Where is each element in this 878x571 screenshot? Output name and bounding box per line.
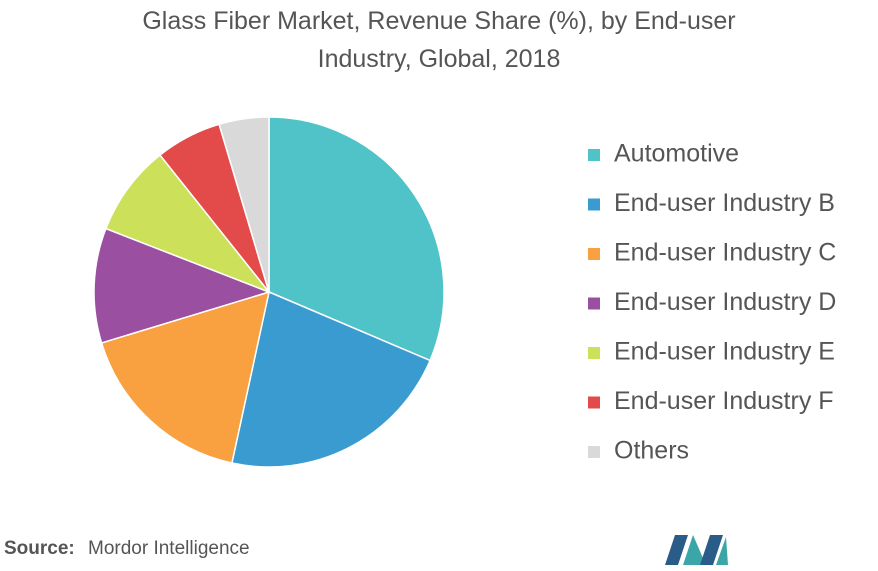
- pie-slice: [218, 116, 270, 293]
- source: Mordor Intelligence: [88, 538, 250, 559]
- chart-title: Glass Fiber Market, Revenue Share (%), b…: [142, 7, 735, 73]
- pie-slice: [93, 227, 272, 344]
- pie-slice: [104, 154, 272, 294]
- legend-label: End-user Industry C: [614, 239, 836, 267]
- legend-label: End-user Industry B: [614, 189, 835, 217]
- legend-label: Automotive: [614, 140, 739, 168]
- pie-slice: [100, 290, 271, 464]
- pie-slice: [231, 290, 432, 468]
- legend-swatch: [588, 347, 600, 359]
- legend-swatch: [588, 149, 600, 161]
- legend-label: End-user Industry E: [614, 338, 835, 366]
- pie-slice: [268, 116, 445, 362]
- legend-label: End-user Industry D: [614, 288, 836, 316]
- source-label: Source:: [4, 538, 75, 559]
- legend-label: Others: [614, 437, 689, 465]
- legend-swatch: [588, 446, 600, 458]
- legend-swatch: [588, 396, 600, 409]
- legend-label: End-user Industry F: [614, 387, 834, 415]
- legend-swatch: [588, 198, 600, 211]
- logo: [665, 535, 728, 565]
- legend-swatch: [588, 248, 600, 260]
- legend-swatch: [588, 297, 600, 310]
